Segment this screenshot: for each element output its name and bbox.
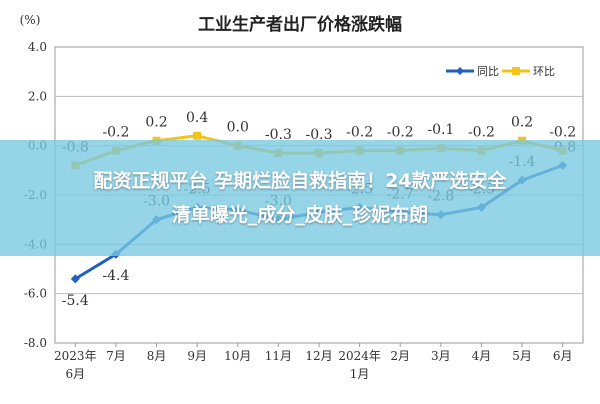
data-label: 0.4 [186, 110, 208, 126]
y-tick-label: -8.0 [24, 336, 47, 350]
x-tick-label: 8月 [147, 349, 167, 363]
x-tick-label: 2月 [390, 349, 410, 363]
data-label: -0.2 [102, 125, 129, 141]
legend-marker [456, 67, 464, 75]
x-tick-label: 7月 [106, 349, 126, 363]
x-tick-label: 6月 [553, 349, 573, 363]
data-label: 0.2 [145, 115, 167, 131]
data-label: 0.0 [227, 120, 249, 136]
legend-label: 环比 [533, 65, 555, 78]
x-tick-label: 5月 [512, 349, 532, 363]
x-tick-label: 11月 [265, 349, 292, 363]
overlay-banner-line-2: 清单曝光_成分_皮肤_珍妮布朗 [171, 204, 429, 226]
data-label: -0.2 [468, 125, 495, 141]
data-label: -0.2 [549, 125, 576, 141]
data-label: -0.3 [306, 127, 333, 143]
data-label: -4.4 [102, 268, 129, 284]
y-tick-label: 4.0 [28, 40, 47, 54]
data-point [70, 274, 80, 284]
x-tick-label: 1月 [350, 367, 370, 381]
overlay-banner[interactable]: 配资正规平台 孕期烂脸自救指南！24款严选安全 清单曝光_成分_皮肤_珍妮布朗 [0, 140, 600, 256]
x-tick-label: 9月 [187, 349, 207, 363]
legend-marker [512, 67, 520, 75]
x-tick-label: 12月 [305, 349, 332, 363]
y-tick-label: -6.0 [24, 287, 47, 301]
chart-title: 工业生产者出厂价格涨跌幅 [198, 14, 402, 35]
data-label: -0.1 [427, 122, 454, 138]
data-label: -5.4 [62, 293, 89, 309]
x-tick-label: 3月 [431, 349, 451, 363]
data-label: -0.3 [265, 127, 292, 143]
data-label: 0.2 [511, 115, 533, 131]
x-tick-label: 2024年 [338, 349, 381, 363]
x-tick-label: 2023年 [54, 349, 97, 363]
legend-label: 同比 [477, 65, 499, 78]
data-label: -0.2 [387, 125, 414, 141]
x-tick-label: 10月 [224, 349, 251, 363]
data-point [193, 131, 202, 140]
data-label: -0.2 [346, 125, 373, 141]
x-tick-label: 4月 [472, 349, 492, 363]
x-tick-label: 6月 [65, 367, 85, 381]
y-axis-unit: (%) [20, 13, 41, 27]
overlay-banner-line-1: 配资正规平台 孕期烂脸自救指南！24款严选安全 [93, 170, 507, 192]
y-tick-label: 2.0 [28, 89, 47, 103]
